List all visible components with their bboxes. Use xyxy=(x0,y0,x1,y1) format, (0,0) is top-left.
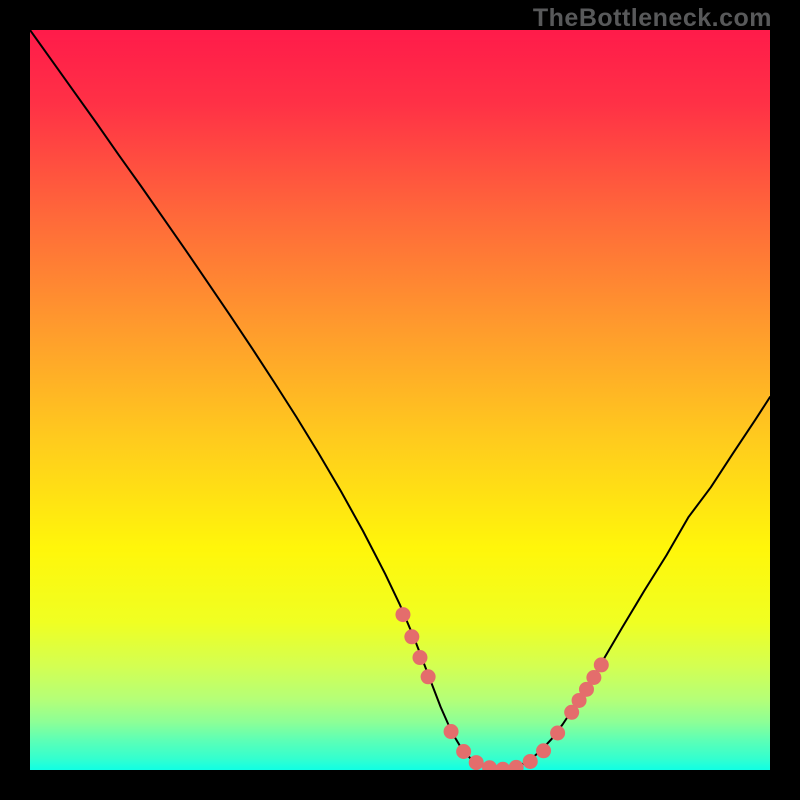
marker-dot xyxy=(456,744,471,759)
plot-svg xyxy=(30,30,770,770)
marker-dot xyxy=(469,755,484,770)
marker-dot xyxy=(586,670,601,685)
plot-area xyxy=(30,30,770,770)
marker-dot xyxy=(550,726,565,741)
marker-dot xyxy=(523,754,538,769)
marker-dot xyxy=(594,657,609,672)
marker-dot xyxy=(395,607,410,622)
marker-dot xyxy=(412,650,427,665)
watermark-text: TheBottleneck.com xyxy=(533,4,772,33)
marker-dot xyxy=(404,629,419,644)
marker-dot xyxy=(421,669,436,684)
gradient-background xyxy=(30,30,770,770)
marker-dot xyxy=(444,724,459,739)
chart-frame: TheBottleneck.com xyxy=(0,0,800,800)
marker-dot xyxy=(536,743,551,758)
